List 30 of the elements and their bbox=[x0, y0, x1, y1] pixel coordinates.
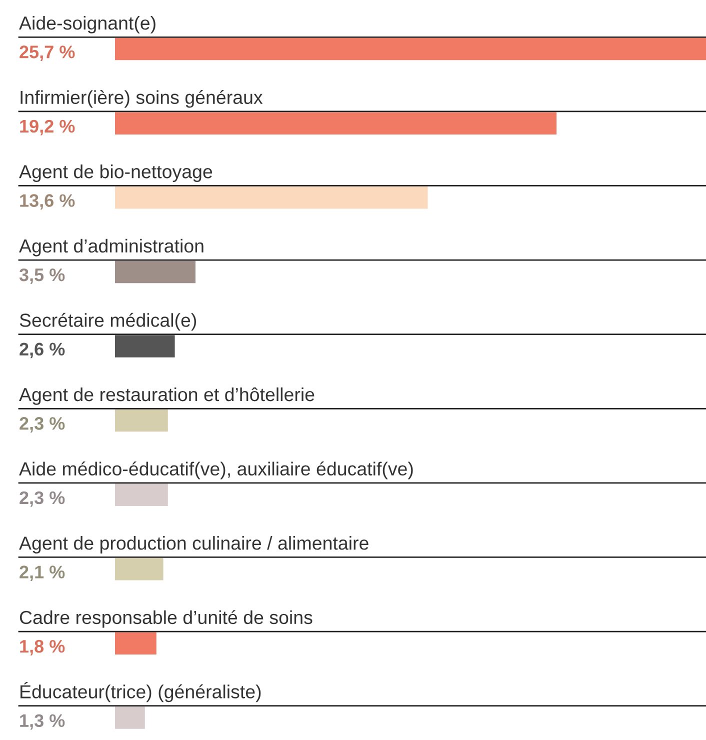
y-tick-label: Infirmier(ière) soins généraux bbox=[20, 90, 263, 108]
data-label: 1,8 % bbox=[20, 640, 65, 656]
y-tick-label: Secrétaire médical(e) bbox=[20, 312, 196, 331]
y-tick-label: Aide médico-éducatif(ve), auxiliaire éducatif(ve) bbox=[19, 462, 413, 480]
data-label: 2,3 % bbox=[20, 491, 65, 507]
data-label: 3,5 % bbox=[19, 268, 65, 284]
bar bbox=[115, 260, 196, 284]
y-tick-label: Cadre responsable d’unité de soins bbox=[20, 610, 312, 628]
bar bbox=[115, 409, 168, 432]
bar bbox=[115, 38, 706, 60]
bar bbox=[115, 186, 428, 209]
data-label: 2,6 % bbox=[20, 342, 65, 358]
y-tick-label: Agent de production culinaire / alimentaire bbox=[19, 536, 368, 554]
y-tick-label: Agent de restauration et d’hôtellerie bbox=[19, 387, 314, 405]
data-label: 13,6 % bbox=[20, 194, 75, 210]
bar bbox=[115, 484, 168, 506]
data-label: 2,1 % bbox=[20, 566, 65, 582]
bar bbox=[115, 558, 164, 580]
bar bbox=[115, 632, 156, 655]
data-label: 1,3 % bbox=[20, 714, 65, 730]
bar bbox=[115, 112, 557, 134]
y-tick-label: Éducateur(trice) (généraliste) bbox=[20, 682, 261, 702]
data-label: 19,2 % bbox=[20, 120, 75, 136]
y-tick-label: Aide-soignant(e) bbox=[19, 16, 156, 34]
data-label: 2,3 % bbox=[20, 417, 65, 432]
data-label: 25,7 % bbox=[20, 46, 75, 61]
bar bbox=[115, 706, 145, 729]
y-tick-label: Agent de bio-nettoyage bbox=[19, 164, 212, 182]
y-tick-label: Agent d’administration bbox=[19, 238, 204, 256]
bar bbox=[115, 335, 175, 358]
